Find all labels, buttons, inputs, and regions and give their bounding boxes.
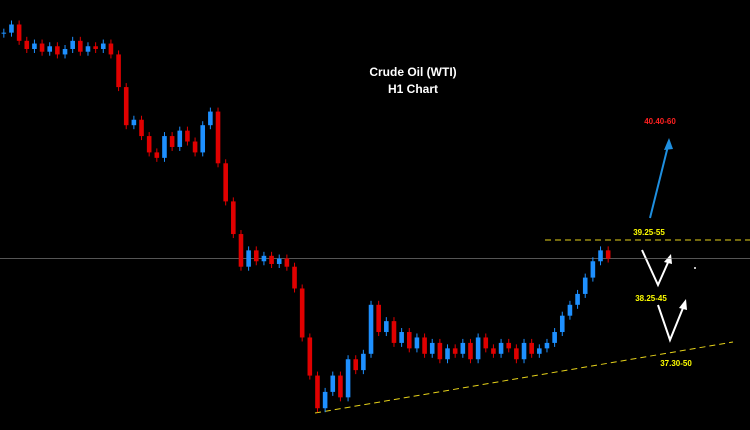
candle-body <box>307 337 313 376</box>
candle-body <box>299 288 305 338</box>
candle-body <box>108 43 114 55</box>
level-label: 38.25-45 <box>635 294 667 303</box>
candle-body <box>598 250 603 262</box>
candle-body <box>521 342 527 360</box>
candle-body <box>384 321 389 333</box>
target-arrow <box>649 141 670 219</box>
candle-body <box>62 48 68 55</box>
candle-body <box>55 46 60 55</box>
candle-body <box>284 258 290 267</box>
candle-body <box>338 375 343 398</box>
candle-body <box>70 40 75 49</box>
candle-body <box>315 375 320 409</box>
candle-body <box>322 391 328 409</box>
candle-body <box>429 342 435 354</box>
candle-body <box>559 315 565 333</box>
candle-body <box>567 304 573 316</box>
candle-body <box>78 40 83 52</box>
candle-body <box>330 375 336 392</box>
candle-body <box>483 337 489 349</box>
candle-body <box>177 130 183 147</box>
candle-body <box>537 348 542 354</box>
candle-body <box>200 125 206 153</box>
arrow-head <box>664 138 673 150</box>
candle-body <box>498 342 504 354</box>
candle-body <box>39 43 45 52</box>
candle-body <box>414 337 420 349</box>
candle-body <box>215 111 221 164</box>
trend-line <box>314 341 734 414</box>
candle-body <box>590 261 596 278</box>
candle-body <box>582 277 588 294</box>
chart-subtitle: H1 Chart <box>388 82 438 96</box>
level-label: 39.25-55 <box>633 228 665 237</box>
candle-body <box>361 353 366 371</box>
candle-body <box>208 111 213 126</box>
arrow-head <box>679 299 687 310</box>
candle-body <box>223 163 228 202</box>
candle-body <box>47 46 53 52</box>
candle-body <box>605 250 611 259</box>
dot <box>694 267 696 269</box>
arrow-head <box>664 254 672 264</box>
level-label: 37.30-50 <box>660 359 692 368</box>
candle-body <box>475 337 481 360</box>
candle-body <box>16 24 22 41</box>
candle-body <box>437 342 443 360</box>
candle-body <box>391 321 397 343</box>
candle-body <box>468 342 473 360</box>
candle-body <box>192 141 198 153</box>
zigzag-arrow <box>641 249 671 288</box>
candle-body <box>575 293 580 305</box>
candle-body <box>85 46 91 52</box>
candle-body <box>276 258 282 264</box>
candle-body <box>131 119 137 126</box>
candle-body <box>253 250 259 262</box>
candle-body <box>345 359 351 398</box>
candle-body <box>100 43 106 49</box>
candle-body <box>445 348 450 360</box>
candle-body <box>529 342 534 354</box>
candle-body <box>169 136 175 147</box>
candle-body <box>185 130 190 142</box>
candle-body <box>246 250 251 267</box>
candle-body <box>552 332 557 343</box>
candle-body <box>123 87 129 126</box>
candle-body <box>544 342 550 349</box>
candle-body <box>452 348 458 354</box>
candle-body <box>292 266 297 289</box>
candle-body <box>154 152 160 158</box>
candle-body <box>406 332 412 349</box>
chart-title: Crude Oil (WTI) <box>369 65 456 79</box>
candle-body <box>261 255 267 262</box>
candle-body <box>491 348 496 354</box>
zigzag-arrow <box>657 302 686 343</box>
candle-body <box>231 201 236 235</box>
candle-body <box>162 136 167 158</box>
level-label: 40.40-60 <box>644 117 676 126</box>
candle-body <box>1 32 7 34</box>
candle-body <box>506 342 512 349</box>
candle-body <box>116 54 121 88</box>
candle-body <box>422 337 427 354</box>
candle-body <box>9 24 14 33</box>
candle-body <box>139 119 144 137</box>
candle-body <box>460 342 466 354</box>
candle-body <box>368 304 374 354</box>
candle-body <box>353 359 359 371</box>
candle-body <box>238 234 244 267</box>
candle-body <box>514 348 519 360</box>
candle-body <box>146 136 152 153</box>
candle-body <box>24 40 30 49</box>
candle-body <box>376 304 381 333</box>
candle-body <box>399 332 404 343</box>
candle-body <box>32 43 37 49</box>
candle-body <box>269 255 274 264</box>
candle-body <box>93 46 98 49</box>
